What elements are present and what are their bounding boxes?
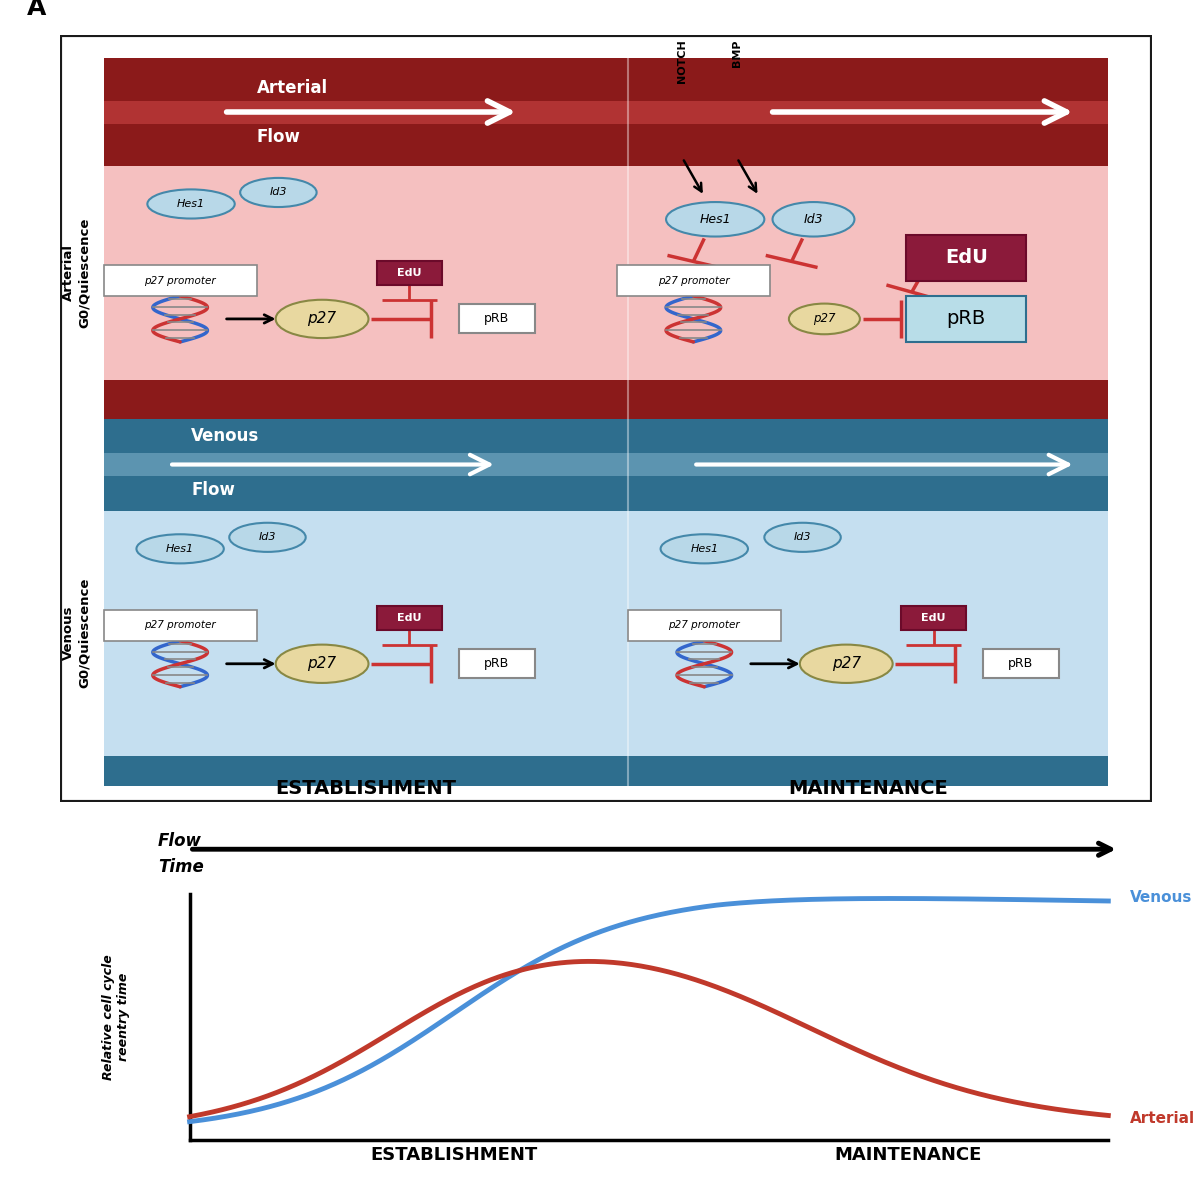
Bar bbox=[103, 511, 1109, 756]
Bar bbox=[377, 606, 442, 630]
Text: EdU: EdU bbox=[922, 613, 946, 623]
Text: Relative cell cycle
reentry time: Relative cell cycle reentry time bbox=[102, 954, 130, 1080]
Text: p27: p27 bbox=[307, 311, 337, 327]
Ellipse shape bbox=[240, 178, 317, 208]
Ellipse shape bbox=[276, 645, 368, 683]
Text: pRB: pRB bbox=[1008, 657, 1033, 671]
Bar bbox=[103, 453, 1109, 476]
Bar bbox=[103, 165, 1109, 380]
Ellipse shape bbox=[666, 202, 764, 237]
Text: pRB: pRB bbox=[484, 312, 510, 325]
Bar bbox=[628, 611, 781, 640]
Text: A: A bbox=[28, 0, 47, 20]
Bar bbox=[901, 606, 966, 630]
Bar bbox=[983, 650, 1060, 678]
Bar bbox=[103, 756, 1109, 786]
Ellipse shape bbox=[788, 303, 860, 335]
Ellipse shape bbox=[137, 534, 224, 564]
Bar bbox=[458, 650, 535, 678]
Text: Id3: Id3 bbox=[804, 212, 823, 226]
Ellipse shape bbox=[764, 522, 841, 552]
Text: p27 promoter: p27 promoter bbox=[144, 276, 216, 285]
Bar bbox=[906, 296, 1026, 342]
Bar bbox=[103, 381, 1109, 419]
Ellipse shape bbox=[276, 299, 368, 338]
Text: p27 promoter: p27 promoter bbox=[658, 276, 730, 285]
Bar bbox=[377, 261, 442, 285]
Text: EdU: EdU bbox=[397, 613, 421, 623]
Text: p27: p27 bbox=[307, 657, 337, 671]
Text: pRB: pRB bbox=[947, 309, 986, 329]
Bar bbox=[103, 100, 1109, 124]
Text: p27: p27 bbox=[832, 657, 860, 671]
Text: Hes1: Hes1 bbox=[176, 199, 205, 209]
Bar bbox=[617, 265, 770, 296]
Text: p27: p27 bbox=[814, 312, 835, 325]
Bar bbox=[103, 419, 1109, 511]
Text: Flow: Flow bbox=[191, 481, 235, 499]
Text: BMP: BMP bbox=[732, 39, 742, 67]
Ellipse shape bbox=[148, 190, 235, 218]
Text: EdU: EdU bbox=[944, 248, 988, 268]
Text: Id3: Id3 bbox=[270, 187, 287, 197]
Text: Time: Time bbox=[158, 858, 204, 876]
Ellipse shape bbox=[661, 534, 748, 564]
Text: Venous: Venous bbox=[191, 427, 259, 446]
Bar bbox=[458, 304, 535, 334]
Text: Flow: Flow bbox=[257, 129, 300, 146]
Ellipse shape bbox=[800, 645, 893, 683]
Text: Arterial: Arterial bbox=[1129, 1112, 1194, 1126]
Ellipse shape bbox=[773, 202, 854, 237]
Text: Arterial
G0/Quiescence: Arterial G0/Quiescence bbox=[62, 218, 90, 328]
Text: NOTCH: NOTCH bbox=[678, 39, 688, 83]
Text: Hes1: Hes1 bbox=[690, 544, 719, 554]
Text: Arterial: Arterial bbox=[257, 79, 328, 97]
Text: MAINTENANCE: MAINTENANCE bbox=[834, 1146, 982, 1164]
Text: MAINTENANCE: MAINTENANCE bbox=[788, 779, 948, 798]
Text: Flow: Flow bbox=[158, 832, 202, 850]
Text: Hes1: Hes1 bbox=[166, 544, 194, 554]
Text: p27 promoter: p27 promoter bbox=[668, 620, 740, 631]
Text: ESTABLISHMENT: ESTABLISHMENT bbox=[370, 1146, 538, 1164]
Text: pRB: pRB bbox=[484, 657, 510, 671]
Text: Hes1: Hes1 bbox=[700, 212, 731, 226]
Text: Id3: Id3 bbox=[259, 533, 276, 542]
Text: Venous: Venous bbox=[1129, 890, 1192, 905]
Text: ESTABLISHMENT: ESTABLISHMENT bbox=[275, 779, 456, 798]
Bar bbox=[906, 235, 1026, 281]
Text: EdU: EdU bbox=[397, 268, 421, 278]
Text: Id3: Id3 bbox=[794, 533, 811, 542]
Bar bbox=[103, 58, 1109, 165]
Ellipse shape bbox=[229, 522, 306, 552]
Bar bbox=[103, 611, 257, 640]
Text: p27 promoter: p27 promoter bbox=[144, 620, 216, 631]
Bar bbox=[103, 265, 257, 296]
Text: Venous
G0/Quiescence: Venous G0/Quiescence bbox=[62, 578, 90, 689]
